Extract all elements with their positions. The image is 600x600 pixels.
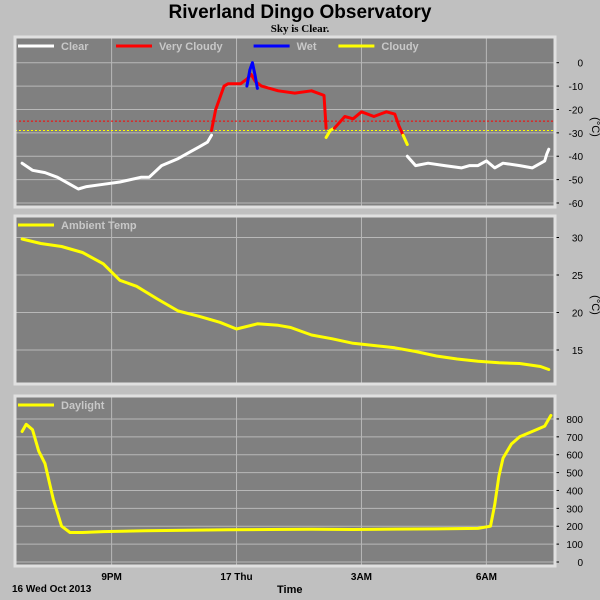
y-tick-label: 25 (572, 271, 584, 282)
series-line (405, 147, 551, 170)
panel-border (13, 214, 557, 386)
x-tick-label: 9PM (101, 572, 122, 583)
y-tick-label: 0 (577, 59, 583, 70)
legend-label: Clear (61, 41, 89, 53)
y-tick-label: 600 (566, 451, 583, 462)
panel-background (15, 37, 555, 207)
y-unit-label: (°C) (589, 117, 600, 137)
series-line (332, 110, 405, 137)
x-tick-label: 6AM (476, 572, 497, 583)
series-line (324, 126, 336, 139)
y-tick-label: -60 (569, 199, 584, 210)
series-line (401, 133, 409, 146)
y-tick-label: 500 (566, 469, 583, 480)
panel-background (15, 216, 555, 384)
series-line (20, 133, 213, 191)
chart-panel-2: 30 25 20 15 Ambient Temp (°C) (13, 214, 600, 386)
chart-panel-1: 0 -10 -20 -30 -40 -50 -60 Clear Very Cloudy Wet Cl… (13, 35, 600, 210)
y-tick-label: -10 (569, 82, 584, 93)
legend-label: Very Cloudy (159, 41, 223, 53)
y-tick-label: 20 (572, 309, 584, 320)
y-tick-label: -50 (569, 176, 584, 187)
y-tick-label: 700 (566, 433, 583, 444)
date-label: 16 Wed Oct 2013 (12, 584, 92, 595)
y-tick-label: -40 (569, 152, 584, 163)
y-tick-label: 0 (577, 558, 583, 569)
x-tick-label: 3AM (351, 572, 372, 583)
y-tick-label: 30 (572, 234, 584, 245)
x-axis-label: Time (277, 584, 303, 596)
series-line (20, 413, 553, 534)
sky-status: Sky is Clear. (270, 23, 330, 35)
y-tick-label: 100 (566, 540, 583, 551)
series-line (20, 237, 551, 371)
legend-label: Wet (297, 41, 317, 53)
panel-background (15, 396, 555, 566)
series-line (245, 61, 259, 90)
y-tick-label: 800 (566, 415, 583, 426)
y-tick-label: 400 (566, 486, 583, 497)
y-unit-label: (°C) (589, 295, 600, 315)
y-tick-label: 300 (566, 504, 583, 515)
y-tick-label: -30 (569, 129, 584, 140)
legend-label: Daylight (61, 400, 105, 412)
panel-border (13, 394, 557, 568)
y-tick-label: 15 (572, 346, 584, 357)
panel-border (13, 35, 557, 209)
legend-label: Cloudy (381, 41, 419, 53)
chart-panel-3: 800 700 600 500 400 300 200 100 0 Daylight (13, 394, 583, 569)
x-tick-label: 17 Thu (220, 572, 252, 583)
chart-title: Riverland Dingo Observatory (168, 2, 432, 23)
y-tick-label: -20 (569, 105, 584, 116)
y-tick-label: 200 (566, 522, 583, 533)
legend-label: Ambient Temp (61, 220, 137, 232)
series-line (210, 72, 328, 132)
